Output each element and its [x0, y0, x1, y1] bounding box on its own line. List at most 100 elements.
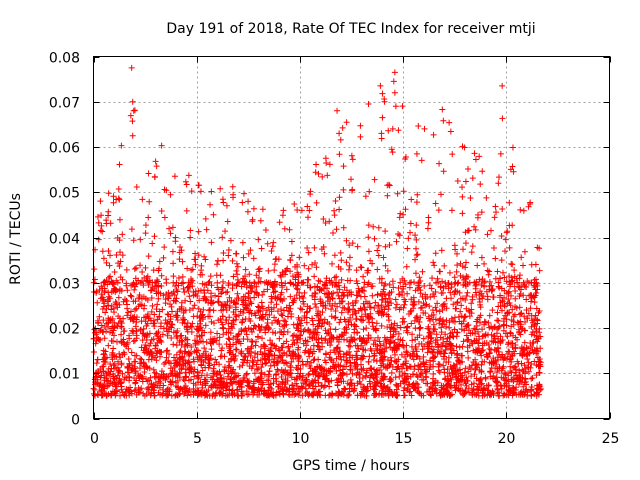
data-point: [126, 332, 133, 339]
data-point: [408, 196, 415, 203]
data-point: [372, 381, 379, 388]
data-point: [512, 287, 519, 294]
data-point: [188, 267, 195, 274]
data-point: [345, 266, 352, 273]
data-point: [331, 212, 338, 219]
data-point: [498, 257, 505, 264]
data-point: [479, 392, 486, 399]
data-point: [499, 115, 506, 122]
data-point: [365, 267, 372, 274]
data-point: [205, 279, 212, 286]
data-point: [279, 212, 286, 219]
data-point: [219, 234, 226, 241]
data-point: [443, 323, 450, 330]
data-point: [451, 274, 458, 281]
data-point: [123, 385, 130, 392]
data-point: [404, 245, 411, 252]
data-point: [325, 392, 332, 399]
data-point: [283, 388, 290, 395]
data-point: [525, 203, 532, 210]
data-point: [513, 372, 520, 379]
data-point: [213, 371, 220, 378]
data-point: [141, 344, 148, 351]
data-point: [424, 389, 431, 396]
data-point: [162, 317, 169, 324]
data-point: [197, 287, 204, 294]
data-point: [121, 351, 128, 358]
data-point: [186, 306, 193, 313]
data-point: [304, 203, 311, 210]
data-point: [534, 338, 541, 345]
data-point: [195, 252, 202, 259]
data-point: [461, 313, 468, 320]
data-point: [520, 262, 527, 269]
data-point: [389, 278, 396, 285]
data-point: [446, 119, 453, 126]
data-point: [484, 296, 491, 303]
data-point: [487, 227, 494, 234]
data-point: [202, 348, 209, 355]
data-point: [508, 260, 515, 267]
data-point: [309, 292, 316, 299]
data-point: [488, 337, 495, 344]
data-point: [137, 326, 144, 333]
data-point: [192, 291, 199, 298]
data-point: [502, 236, 509, 243]
data-point: [446, 324, 453, 331]
data-point: [101, 335, 108, 342]
data-point: [286, 302, 293, 309]
data-point: [392, 296, 399, 303]
data-point: [182, 360, 189, 367]
x-tick-label: 15: [395, 431, 413, 447]
data-point: [278, 373, 285, 380]
data-point: [100, 367, 107, 374]
data-point: [344, 277, 351, 284]
data-point: [249, 216, 256, 223]
data-point: [139, 278, 146, 285]
data-point: [103, 259, 110, 266]
data-point: [340, 351, 347, 358]
data-point: [147, 340, 154, 347]
data-point: [132, 275, 139, 282]
data-point: [230, 317, 237, 324]
data-point: [284, 313, 291, 320]
data-point: [235, 372, 242, 379]
data-point: [306, 370, 313, 377]
data-point: [343, 259, 350, 266]
data-point: [353, 267, 360, 274]
data-point: [352, 364, 359, 371]
data-point: [270, 375, 277, 382]
data-point: [226, 304, 233, 311]
data-point: [351, 387, 358, 394]
data-point: [255, 292, 262, 299]
data-point: [477, 304, 484, 311]
data-point: [461, 276, 468, 283]
data-point: [104, 324, 111, 331]
data-point: [291, 332, 298, 339]
data-point: [152, 354, 159, 361]
data-point: [509, 277, 516, 284]
data-point: [132, 323, 139, 330]
data-point: [255, 236, 262, 243]
data-point: [261, 279, 268, 286]
data-point: [528, 294, 535, 301]
data-point: [215, 293, 222, 300]
data-point: [168, 370, 175, 377]
data-point: [444, 366, 451, 373]
data-point: [518, 388, 525, 395]
data-point: [499, 269, 506, 276]
data-point: [532, 312, 539, 319]
data-point: [97, 327, 104, 334]
data-point: [217, 185, 224, 192]
data-point: [201, 253, 208, 260]
data-point: [353, 371, 360, 378]
data-point: [458, 313, 465, 320]
data-point: [244, 370, 251, 377]
data-point: [456, 366, 463, 373]
data-point: [486, 312, 493, 319]
data-point: [440, 362, 447, 369]
data-point: [267, 337, 274, 344]
data-point: [392, 392, 399, 399]
data-point: [166, 225, 173, 232]
data-point: [133, 314, 140, 321]
